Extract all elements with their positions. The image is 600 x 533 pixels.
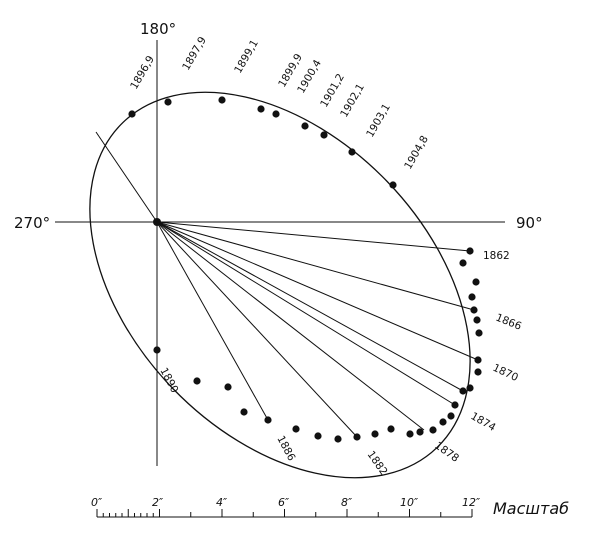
axis-label-90: 90° — [516, 214, 543, 232]
observation-point — [389, 181, 397, 189]
scale-tick-label: 4″ — [216, 496, 228, 509]
year-label-1882: 1882 — [365, 449, 390, 478]
major-axis-line — [95, 131, 158, 223]
year-label-1862: 1862 — [483, 250, 510, 262]
year-label-1890: 1890 — [157, 366, 180, 395]
axis-label-270: 270° — [14, 214, 50, 232]
observation-point — [218, 96, 226, 104]
observation-point — [314, 432, 322, 440]
scale-title: Масштаб — [493, 499, 569, 518]
scale-ticks — [96, 509, 473, 517]
radius-vectors — [156, 221, 479, 438]
scale-tick-label: 2″ — [152, 496, 164, 509]
observation-point — [459, 259, 467, 267]
observation-point — [475, 329, 483, 337]
year-label-1886: 1886 — [274, 434, 297, 464]
observation-point — [429, 426, 437, 434]
observation-point — [240, 408, 248, 416]
observation-point — [468, 293, 476, 301]
axis-label-180: 180° — [140, 20, 176, 38]
observation-point — [470, 306, 478, 314]
year-label-1878: 1878 — [432, 440, 461, 465]
observation-point — [371, 430, 379, 438]
radius-vector — [156, 221, 464, 392]
scale-tick-label: 0″ — [91, 496, 103, 509]
observation-point — [447, 412, 455, 420]
observation-point — [264, 416, 272, 424]
observation-point — [320, 131, 328, 139]
year-label-1870: 1870 — [491, 362, 520, 384]
radius-vector — [156, 221, 456, 406]
observation-point — [439, 418, 447, 426]
observation-point — [459, 387, 467, 395]
side-year-labels: 1862 1866 1870 1874 1878 1882 1886 1890 — [157, 250, 523, 478]
observation-point — [334, 435, 342, 443]
observation-point — [406, 430, 414, 438]
scale-tick-label: 8″ — [341, 496, 353, 509]
observation-point — [474, 368, 482, 376]
radius-vector — [156, 221, 471, 252]
radius-vector — [156, 221, 479, 361]
observation-point — [257, 105, 265, 113]
radius-vector — [156, 221, 475, 311]
scale-tick-label: 6″ — [278, 496, 290, 509]
observation-point — [353, 433, 361, 441]
observation-point — [224, 383, 232, 391]
observation-point — [193, 377, 201, 385]
observation-point — [466, 247, 474, 255]
observation-point — [387, 425, 395, 433]
year-label: 1903,1 — [364, 102, 393, 140]
observation-point — [451, 401, 459, 409]
observation-point — [292, 425, 300, 433]
year-label: 1904,8 — [402, 134, 431, 172]
radius-vector — [156, 221, 269, 421]
observation-points — [128, 96, 483, 443]
year-label: 1899,1 — [232, 38, 261, 76]
year-label: 1896,9 — [128, 54, 157, 92]
radius-vector — [156, 221, 425, 431]
observation-point — [348, 148, 356, 156]
radius-vector — [156, 221, 358, 438]
year-label-1874: 1874 — [469, 410, 498, 434]
observation-point — [466, 384, 474, 392]
year-label: 1897,9 — [180, 35, 209, 73]
observation-point — [301, 122, 309, 130]
year-label: 1902,1 — [338, 82, 367, 120]
observation-point — [272, 110, 280, 118]
observation-point — [128, 110, 136, 118]
top-year-labels: 1896,9 1897,9 1899,1 1899,9 1900,4 1901,… — [128, 35, 431, 172]
scale-tick-label: 10″ — [400, 496, 419, 509]
observation-point — [164, 98, 172, 106]
scale-bar: 0″ 2″ 4″ 6″ 8″ 10″ 12″ Масштаб — [91, 496, 569, 518]
scale-tick-label: 12″ — [462, 496, 481, 509]
year-label-1866: 1866 — [494, 312, 524, 333]
observation-point — [473, 316, 481, 324]
observation-point — [472, 278, 480, 286]
central-star — [153, 218, 161, 226]
observation-point — [153, 346, 161, 354]
orbit-ellipse — [89, 91, 471, 479]
observation-point — [416, 428, 424, 436]
observation-point — [474, 356, 482, 364]
